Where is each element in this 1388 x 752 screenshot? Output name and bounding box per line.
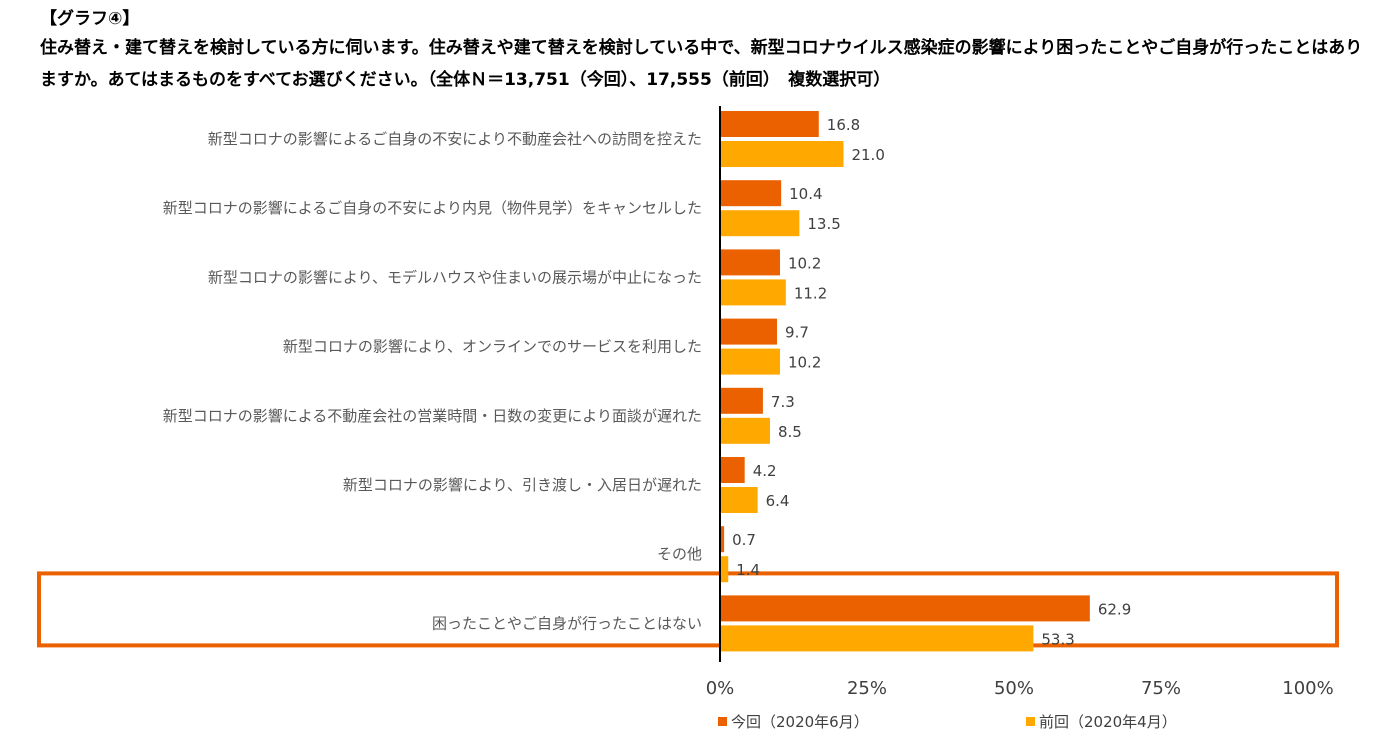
value-label-previous: 1.4 bbox=[736, 561, 760, 579]
value-label-previous: 6.4 bbox=[766, 492, 790, 510]
category-label: 新型コロナの影響による不動産会社の営業時間・日数の変更により面談が遅れた bbox=[163, 407, 702, 425]
category-label: 新型コロナの影響によるご自身の不安により内見（物件見学）をキャンセルした bbox=[163, 199, 702, 217]
category-label: 新型コロナの影響により、引き渡し・入居日が遅れた bbox=[343, 476, 702, 494]
bar-current bbox=[720, 387, 763, 414]
bar-current bbox=[720, 595, 1090, 622]
value-label-previous: 10.2 bbox=[788, 354, 821, 372]
bar-previous bbox=[720, 417, 770, 444]
value-label-previous: 53.3 bbox=[1041, 630, 1074, 648]
value-label-previous: 21.0 bbox=[851, 146, 884, 164]
legend-swatch-current bbox=[718, 717, 727, 726]
bar-current bbox=[720, 526, 725, 553]
bar-previous bbox=[720, 487, 758, 513]
value-label-previous: 8.5 bbox=[778, 423, 802, 441]
bar-previous bbox=[720, 210, 800, 237]
chart-header: 【グラフ④】 住み替え・建て替えを検討している方に伺います。住み替えや建て替えを… bbox=[40, 6, 1370, 96]
value-label-current: 0.7 bbox=[732, 531, 756, 549]
x-tick-label: 50% bbox=[994, 678, 1034, 699]
bar-current bbox=[720, 249, 780, 276]
legend-label-previous: 前回（2020年4月） bbox=[1039, 713, 1177, 731]
value-label-current: 4.2 bbox=[753, 462, 777, 480]
bar-current bbox=[720, 318, 778, 345]
x-tick-label: 25% bbox=[847, 678, 887, 699]
bar-previous bbox=[720, 625, 1034, 652]
value-label-current: 7.3 bbox=[771, 393, 795, 411]
graph-label: 【グラフ④】 bbox=[40, 9, 140, 29]
value-label-current: 16.8 bbox=[827, 116, 860, 134]
legend-label-current: 今回（2020年6月） bbox=[731, 713, 869, 731]
bar-previous bbox=[720, 141, 844, 167]
legend-swatch-previous bbox=[1026, 717, 1035, 726]
bar-current bbox=[720, 111, 819, 137]
x-tick-label: 75% bbox=[1141, 678, 1181, 699]
value-label-previous: 11.2 bbox=[794, 284, 827, 302]
category-label: 困ったことやご自身が行ったことはない bbox=[432, 614, 702, 632]
bar-current bbox=[720, 457, 745, 483]
x-tick-label: 0% bbox=[706, 678, 735, 699]
value-label-current: 62.9 bbox=[1098, 600, 1131, 618]
bar-previous bbox=[720, 279, 786, 306]
highlight-frame bbox=[37, 571, 1339, 648]
category-label: 新型コロナの影響により、モデルハウスや住まいの展示場が中止になった bbox=[208, 268, 702, 286]
x-tick-label: 100% bbox=[1282, 678, 1333, 699]
category-label: その他 bbox=[657, 545, 702, 563]
bar-previous bbox=[720, 348, 780, 375]
bar-current bbox=[720, 180, 782, 207]
value-label-current: 9.7 bbox=[785, 324, 809, 342]
value-label-current: 10.2 bbox=[788, 254, 821, 272]
value-label-previous: 13.5 bbox=[807, 215, 840, 233]
category-label: 新型コロナの影響によるご自身の不安により不動産会社への訪問を控えた bbox=[208, 130, 702, 148]
value-label-current: 10.4 bbox=[789, 185, 822, 203]
bar-previous bbox=[720, 556, 729, 583]
question-text: 住み替え・建て替えを検討している方に伺います。住み替えや建て替えを検討している中… bbox=[40, 38, 1363, 90]
category-label: 新型コロナの影響により、オンラインでのサービスを利用した bbox=[283, 338, 702, 356]
